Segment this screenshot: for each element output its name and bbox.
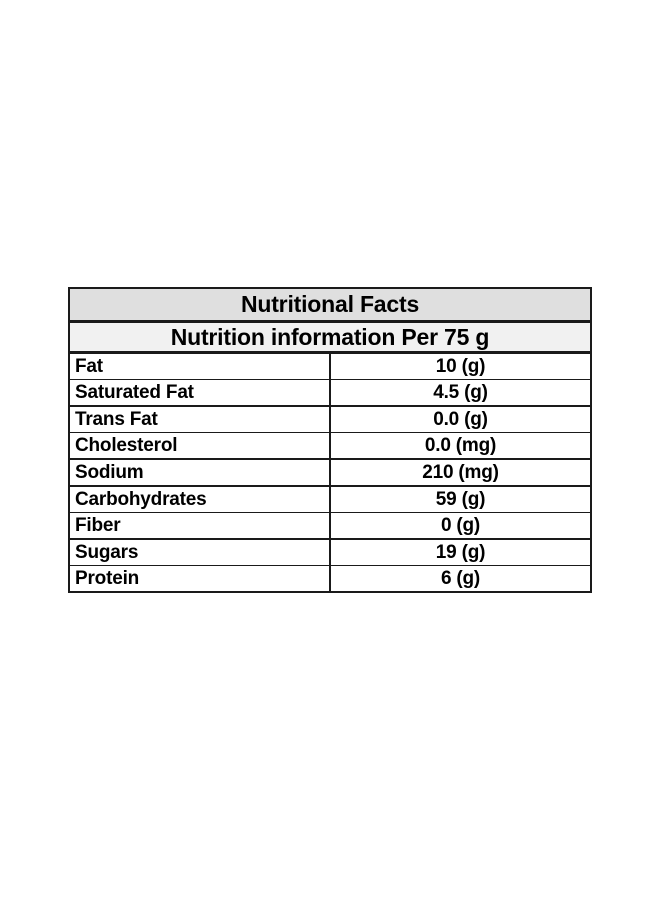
nutrient-value: 0 (g): [440, 514, 481, 536]
nutrient-value: 210 (mg): [422, 461, 499, 483]
nutrient-label: Fat: [69, 352, 331, 380]
nutrition-rows: Fat 10 (g) Saturated Fat 4.5 (g) Trans Fat 0.…: [69, 352, 591, 592]
table-row: Saturated Fat 4.5 (g): [69, 379, 591, 406]
table-subtitle: Nutrition information Per 75 g: [69, 321, 591, 354]
table-row: Fat 10 (g): [69, 352, 591, 380]
nutrition-table-header: Nutritional Facts Nutrition information …: [69, 288, 591, 354]
nutrient-value: 0.0 (g): [433, 408, 488, 430]
nutrition-label: Nutritional Facts Nutrition information …: [68, 287, 592, 593]
nutrient-label: Saturated Fat: [69, 379, 331, 406]
subtitle-row: Nutrition information Per 75 g: [69, 321, 591, 354]
nutrition-table: Nutritional Facts Nutrition information …: [68, 287, 592, 593]
nutrient-value: 10 (g): [435, 355, 486, 377]
nutrient-value: 59 (g): [435, 488, 486, 510]
nutrient-value: 6 (g): [440, 567, 481, 589]
nutrient-value: 4.5 (g): [433, 381, 488, 403]
title-row: Nutritional Facts: [69, 288, 591, 323]
table-title: Nutritional Facts: [69, 288, 591, 323]
nutrient-label: Sodium: [69, 459, 331, 486]
table-row: Fiber 0 (g): [69, 512, 591, 539]
table-row: Protein 6 (g): [69, 565, 591, 592]
nutrient-label: Carbohydrates: [69, 486, 331, 513]
nutrient-label: Protein: [69, 565, 331, 592]
nutrient-value: 0.0 (mg): [424, 434, 497, 456]
table-row: Sugars 19 (g): [69, 539, 591, 566]
table-row: Cholesterol 0.0 (mg): [69, 432, 591, 459]
nutrient-label: Cholesterol: [69, 432, 331, 459]
table-row: Sodium 210 (mg): [69, 459, 591, 486]
table-row: Trans Fat 0.0 (g): [69, 406, 591, 433]
nutrient-value: 19 (g): [435, 541, 486, 563]
nutrient-label: Sugars: [69, 539, 331, 566]
table-row: Carbohydrates 59 (g): [69, 486, 591, 513]
nutrient-label: Trans Fat: [69, 406, 331, 433]
nutrient-label: Fiber: [69, 512, 331, 539]
